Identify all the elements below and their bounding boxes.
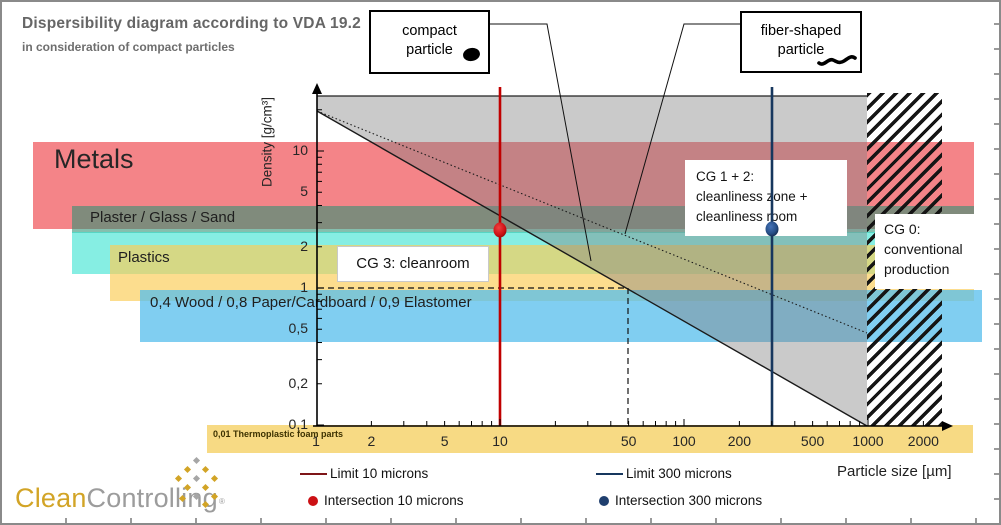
- band-thermoplastic-foam: [207, 425, 973, 453]
- compact-particle-icon: [462, 46, 481, 63]
- y-tick-0,2: 0,2: [288, 374, 308, 391]
- logo-dot: [192, 474, 201, 483]
- page-subtitle: in consideration of compact particles: [22, 40, 235, 54]
- cg12-line1: CG 1 + 2:: [696, 169, 755, 184]
- page-title: Dispersibility diagram according to VDA …: [22, 15, 361, 32]
- y-tick-1: 1: [300, 279, 308, 295]
- band-label-plastics: Plastics: [118, 249, 170, 266]
- legend-intersection-10: Intersection 10 microns: [308, 493, 464, 508]
- fiber-line1: fiber-shaped: [760, 23, 842, 39]
- legend-intersection-300-swatch: [599, 496, 609, 507]
- logo-dot: [192, 456, 201, 465]
- logo-dot: [183, 465, 192, 474]
- logo-dot: [201, 483, 210, 492]
- y-axis-arrow: [312, 83, 322, 94]
- y-axis-title: Density [g/cm³]: [259, 96, 275, 188]
- cg0-line1: CG 0:: [884, 221, 921, 237]
- band-label-plaster: Plaster / Glass / Sand: [90, 209, 236, 226]
- cg12-line3: cleanliness room: [696, 209, 798, 224]
- frame-ticks-bottom: [2, 518, 999, 523]
- cg0-line2: conventional: [884, 241, 963, 257]
- legend-intersection-300-label: Intersection 300 microns: [615, 493, 763, 508]
- logo-dot: [174, 474, 183, 483]
- frame-ticks-right: [994, 2, 999, 523]
- x-tick-200: 200: [727, 433, 752, 449]
- fiber-particle-icon: [817, 55, 857, 66]
- logo-dot: [210, 492, 219, 501]
- band-label-foam: 0,01 Thermoplastic foam parts: [213, 429, 344, 439]
- logo-dot: [183, 483, 192, 492]
- band-label-wood: 0,4 Wood / 0,8 Paper/Cardboard / 0,9 Ela…: [150, 294, 472, 311]
- logo-dot: [178, 494, 187, 503]
- logo-text-clean: Clean: [15, 483, 87, 513]
- x-tick-2000: 2000: [907, 433, 939, 449]
- x-tick-2: 2: [367, 433, 376, 449]
- x-tick-1: 1: [312, 433, 320, 449]
- legend-limit-10-swatch: [300, 473, 327, 476]
- x-tick-10: 10: [492, 433, 508, 449]
- compact-particle-callout: compact particle: [369, 10, 490, 74]
- legend-intersection-10-swatch: [308, 496, 318, 507]
- x-tick-50: 50: [620, 433, 637, 449]
- y-tick-0,5: 0,5: [288, 320, 308, 337]
- compact-line2: particle: [406, 42, 453, 58]
- clean-controlling-logo: CleanControlling: [15, 483, 218, 514]
- cg0-line3: production: [884, 261, 950, 277]
- logo-dot: [210, 474, 219, 483]
- x-tick-100: 100: [672, 433, 696, 449]
- y-tick-2: 2: [300, 237, 308, 254]
- legend-limit-10-label: Limit 10 microns: [330, 466, 429, 481]
- cg12-zone-box: CG 1 + 2: cleanliness zone + cleanliness…: [685, 160, 847, 236]
- x-tick-5: 5: [440, 433, 449, 449]
- logo-diamond-pattern-icon: ®: [172, 456, 230, 510]
- legend-limit-300: Limit 300 microns: [596, 466, 732, 481]
- cg12-line2: cleanliness zone +: [696, 189, 808, 204]
- legend-intersection-10-label: Intersection 10 microns: [324, 493, 464, 508]
- band-label-metals: Metals: [54, 144, 134, 174]
- y-tick-0,1: 0,1: [288, 416, 308, 432]
- x-tick-1000: 1000: [852, 433, 884, 449]
- cg0-zone-box: CG 0: conventional production: [875, 214, 985, 289]
- logo-dot: [201, 465, 210, 474]
- cg3-zone-box: CG 3: cleanroom: [337, 246, 489, 282]
- fiber-particle-callout: fiber-shaped particle: [740, 11, 862, 73]
- legend-limit-10: Limit 10 microns: [300, 466, 428, 481]
- x-axis-title: Particle size [µm]: [837, 463, 952, 480]
- compact-line1: compact: [402, 23, 457, 39]
- legend-limit-300-label: Limit 300 microns: [626, 466, 732, 481]
- legend-limit-300-swatch: [596, 473, 623, 476]
- y-tick-10: 10: [292, 142, 308, 158]
- logo-dot: [201, 500, 210, 509]
- logo-dot: [192, 492, 201, 501]
- registered-mark: ®: [219, 497, 225, 506]
- fiber-line2: particle: [777, 42, 825, 58]
- legend-intersection-300: Intersection 300 microns: [599, 493, 762, 508]
- y-tick-5: 5: [300, 183, 308, 200]
- x-tick-500: 500: [800, 433, 825, 449]
